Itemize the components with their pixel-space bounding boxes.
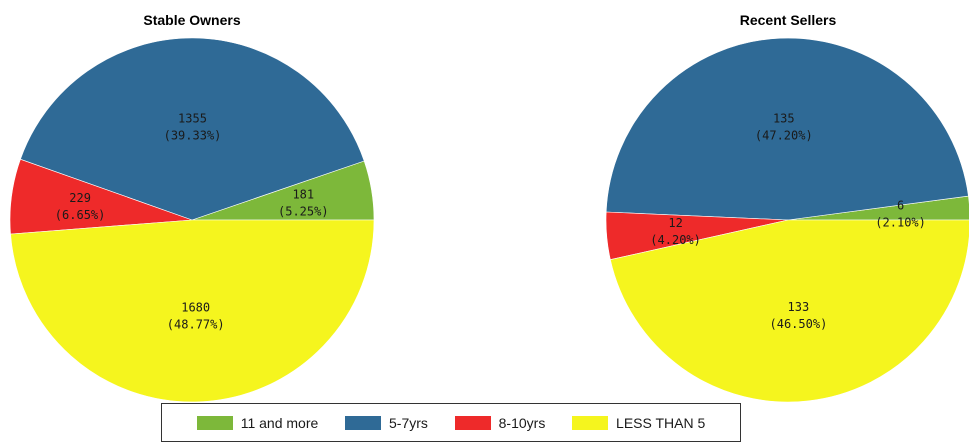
recent-sellers-value-label-8-10yrs: 12 xyxy=(668,216,682,230)
recent-sellers-percent-label-11-and-more: (2.10%) xyxy=(875,216,926,230)
stable-owners-value-label-8-10yrs: 229 xyxy=(69,191,91,205)
legend-label-5-7yrs: 5-7yrs xyxy=(389,414,428,431)
recent-sellers-value-label-less-than-5: 133 xyxy=(788,300,810,314)
stable-owners-value-label-less-than-5: 1680 xyxy=(181,301,210,315)
stable-owners-percent-label-5-7yrs: (39.33%) xyxy=(164,128,222,142)
legend-label-8-10yrs: 8-10yrs xyxy=(498,414,546,431)
chart-legend: 11 and more 5-7yrs 8-10yrs LESS THAN 5 xyxy=(161,403,741,442)
legend-swatch-8-10yrs xyxy=(454,415,491,430)
stable-owners-value-label-11-and-more: 181 xyxy=(292,188,314,202)
legend-item-8-10yrs: 8-10yrs xyxy=(454,414,546,431)
stable-owners-slice-5-7yrs xyxy=(20,37,365,221)
recent-sellers-slice-5-7yrs xyxy=(605,37,969,221)
recent-sellers-chart-title: Recent Sellers xyxy=(740,12,837,28)
stable-owners-value-label-5-7yrs: 1355 xyxy=(178,111,207,125)
legend-item-11-and-more: 11 and more xyxy=(196,414,319,431)
stable-owners-pie-chart: Stable Owners 181 (5.25%) 1355 (39.33%) 229 (… xyxy=(9,12,375,403)
recent-sellers-percent-label-5-7yrs: (47.20%) xyxy=(755,129,813,143)
legend-label-11-and-more: 11 and more xyxy=(240,414,319,431)
recent-sellers-value-label-11-and-more: 6 xyxy=(897,199,904,213)
legend-item-5-7yrs: 5-7yrs xyxy=(345,415,428,431)
stable-owners-slice-less-than-5 xyxy=(10,219,375,403)
stable-owners-percent-label-11-and-more: (5.25%) xyxy=(278,205,329,219)
recent-sellers-percent-label-8-10yrs: (4.20%) xyxy=(650,233,701,247)
legend-swatch-11-and-more xyxy=(196,415,233,430)
legend-swatch-less-than-5 xyxy=(572,415,609,430)
legend-swatch-5-7yrs xyxy=(345,415,382,430)
recent-sellers-percent-label-less-than-5: (46.50%) xyxy=(770,317,828,331)
stable-owners-percent-label-less-than-5: (48.77%) xyxy=(167,318,225,332)
legend-item-less-than-5: LESS THAN 5 xyxy=(572,415,705,431)
stable-owners-chart-title: Stable Owners xyxy=(143,12,240,28)
stable-owners-percent-label-8-10yrs: (6.65%) xyxy=(55,208,106,222)
recent-sellers-pie-chart: Recent Sellers 6 (2.10%) 135 (47.20%) 12 (4.2… xyxy=(605,12,969,403)
legend-label-less-than-5: LESS THAN 5 xyxy=(616,414,706,431)
recent-sellers-value-label-5-7yrs: 135 xyxy=(773,112,795,126)
recent-sellers-slice-less-than-5 xyxy=(610,219,969,403)
